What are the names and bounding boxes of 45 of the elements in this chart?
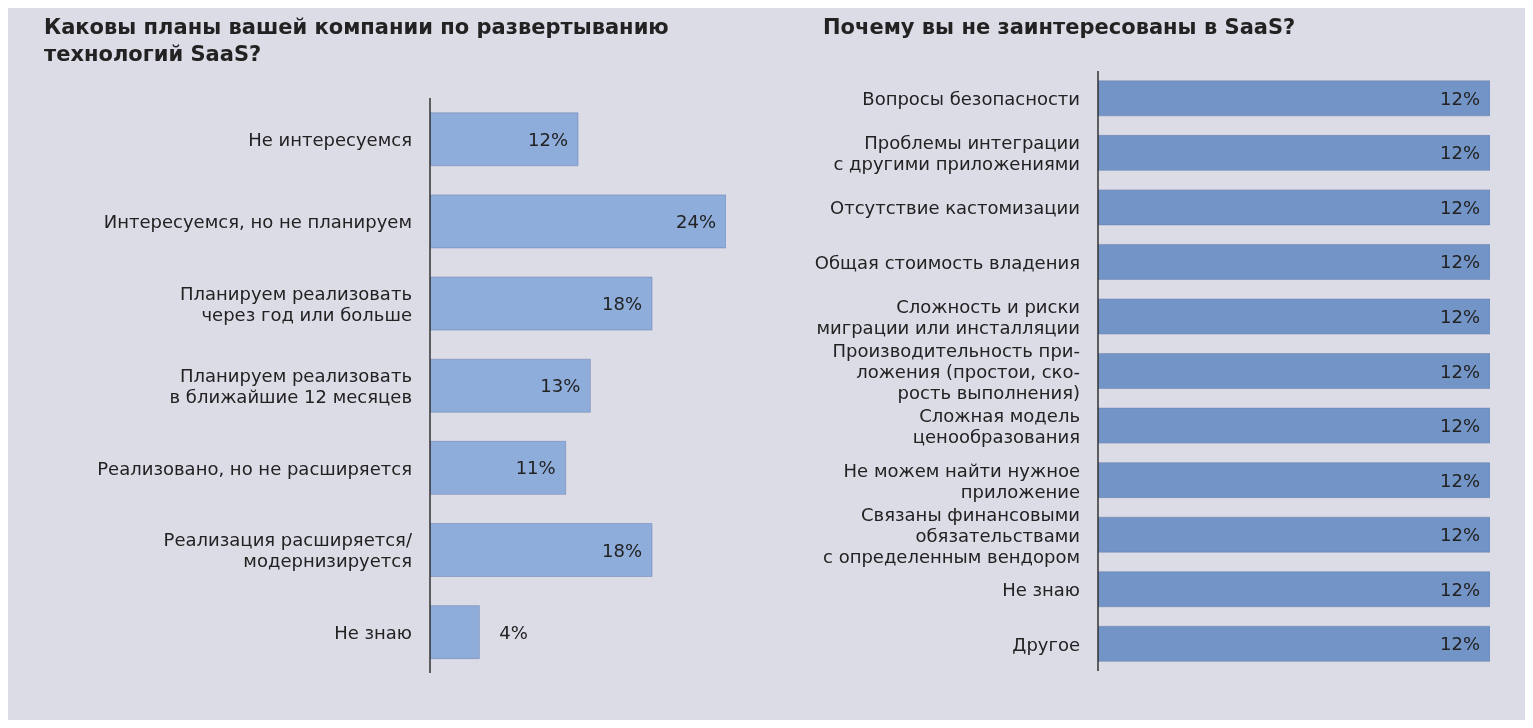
y-tick-label: Производительность при- ложения (простои, ско- рость выполнения) [832,339,1080,403]
bar [430,194,726,249]
y-tick-label: Не можем найти нужное приложение [843,459,1080,502]
data-label: 18% [601,293,642,315]
bar [430,276,653,331]
data-label: 18% [601,539,642,561]
data-label: 24% [675,210,716,232]
data-label: 12% [1439,142,1480,164]
bar [430,358,591,413]
y-tick-label: Планируем реализовать в ближайшие 12 месяцев [169,364,412,407]
y-tick-label: Сложность и риски миграции или инсталляции [816,295,1080,338]
data-label: 12% [527,128,568,150]
data-label: 11% [515,457,556,479]
y-tick-label: Не знаю [334,621,412,643]
y-tick-label: Вопросы безопасности [862,87,1080,109]
chart-title: Каковы планы вашей компании по развертыванию технологий SaaS? [44,14,669,68]
data-label: 12% [1439,415,1480,437]
y-tick-label: Интересуемся, но не планируем [103,210,412,232]
bar [430,112,579,167]
y-tick-label: Отсутствие кастомизации [830,196,1080,218]
y-tick-label: Планируем реализовать через год или больше [179,282,412,325]
y-tick-label: Не интересуемся [248,128,412,150]
y-tick-label: Связаны финансовыми обязательствами с определенным вендором [823,503,1080,567]
data-label: 13% [540,375,581,397]
y-tick-label: Реализация расширяется/ модернизируется [163,528,413,571]
data-label: 12% [1439,469,1480,491]
data-label: 12% [1439,578,1480,600]
bar [430,605,480,659]
y-tick-label: Реализовано, но не расширяется [97,457,412,479]
data-label: 12% [1439,87,1480,109]
data-label: 12% [1439,196,1480,218]
data-label: 4% [499,621,528,643]
data-label: 12% [1439,251,1480,273]
y-tick-label: Проблемы интеграции с другими приложениями [833,131,1080,174]
data-label: 12% [1439,633,1480,655]
y-tick-label: Другое [1012,633,1080,655]
bar [430,523,653,577]
y-tick-label: Сложная модель ценообразования [912,404,1080,447]
data-label: 12% [1439,360,1480,382]
y-tick-label: Общая стоимость владения [814,251,1080,273]
bar [430,441,566,495]
chart-title: Почему вы не заинтересованы в SaaS? [823,14,1296,41]
data-label: 12% [1439,524,1480,546]
y-tick-label: Не знаю [1002,578,1080,600]
data-label: 12% [1439,306,1480,327]
